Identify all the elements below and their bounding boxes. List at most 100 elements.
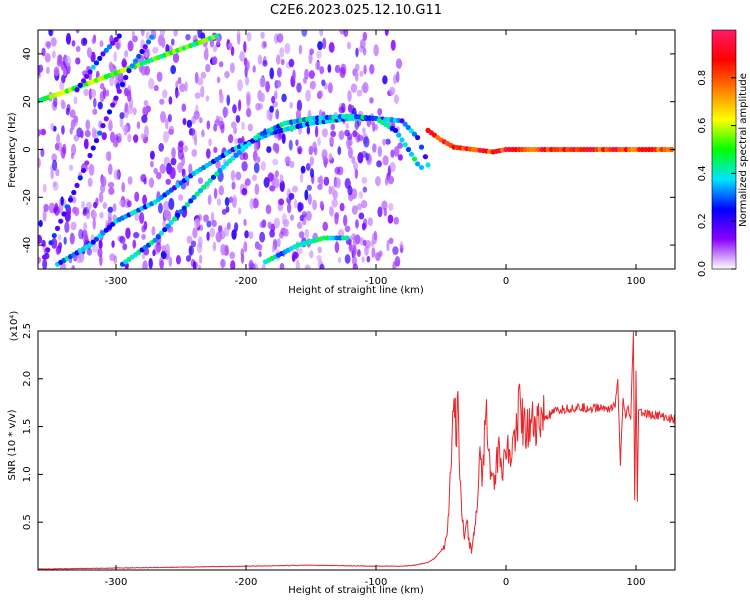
spectrogram-ridge-cell: [405, 124, 411, 131]
spectrogram-ridge-cell: [188, 198, 194, 204]
spectrogram-noise-cell: [330, 123, 336, 131]
spectrogram-noise-cell: [334, 64, 341, 74]
spectrogram-noise-cell: [377, 107, 383, 116]
spectrogram-noise-cell: [90, 88, 97, 98]
spectrogram-ridge-cell: [116, 88, 122, 94]
spectrogram-noise-cell: [283, 228, 289, 237]
spectrogram-ridge-cell: [204, 181, 210, 187]
spectrogram-ridge-cell: [399, 118, 405, 124]
spectrogram-noise-cell: [241, 187, 248, 196]
spectrogram-noise-cell: [205, 95, 210, 102]
spectrogram-noise-cell: [329, 136, 335, 145]
spectrogram-noise-cell: [348, 146, 353, 159]
spectrogram-noise-cell: [382, 138, 387, 146]
spectrogram-noise-cell: [323, 176, 330, 186]
spectrogram-noise-cell: [121, 57, 127, 68]
spectrogram-noise-cell: [168, 96, 173, 105]
spectrogram-noise-cell: [155, 242, 162, 253]
spectrogram-noise-cell: [136, 121, 141, 130]
spectrogram-noise-cell: [185, 33, 191, 41]
spectrogram-noise-cell: [226, 94, 231, 106]
spectrogram-noise-cell: [228, 134, 234, 144]
spectrogram-noise-cell: [171, 147, 176, 159]
spectrogram-noise-cell: [307, 193, 312, 206]
spectrogram-noise-cell: [87, 177, 93, 187]
spectrogram-noise-cell: [358, 212, 365, 220]
spectrogram-noise-cell: [172, 52, 180, 64]
spectrogram-noise-cell: [388, 237, 394, 245]
spectrogram-noise-cell: [148, 77, 155, 90]
spectrogram-noise-cell: [305, 210, 312, 222]
spectrogram-noise-cell: [150, 30, 156, 36]
spectrogram-noise-cell: [62, 143, 67, 155]
spectrogram-noise-cell: [293, 198, 298, 209]
spectrogram-noise-cell: [243, 41, 247, 53]
spectrogram-noise-cell: [362, 239, 367, 247]
spectrogram-noise-cell: [84, 235, 89, 244]
spectrogram-ridge-cell: [411, 131, 418, 137]
spectrogram-noise-cell: [220, 124, 225, 134]
spectrogram-noise-cell: [269, 67, 275, 80]
spectrogram-noise-cell: [92, 218, 96, 230]
spectrogram-noise-cell: [339, 202, 345, 212]
spectrogram-noise-cell: [112, 139, 119, 148]
spectrogram-noise-cell: [361, 222, 366, 231]
spectrogram-ridge-cell: [33, 99, 38, 104]
spectrogram-noise-cell: [127, 40, 134, 52]
spectrogram-noise-cell: [121, 181, 126, 193]
spectrogram-noise-cell: [374, 175, 381, 187]
spectrogram-noise-cell: [46, 66, 50, 75]
spectrogram-ridge-cell: [54, 225, 61, 231]
spectrogram-noise-cell: [252, 151, 259, 163]
spectrogram-noise-cell: [337, 146, 342, 156]
spectrogram-noise-cell: [156, 71, 163, 82]
snr-plot-area: [38, 331, 675, 570]
spectrogram-noise-cell: [162, 89, 168, 99]
spectrogram-ridge-cell: [220, 164, 226, 170]
spectrogram-noise-cell: [53, 95, 58, 108]
spectrogram-noise-cell: [397, 154, 403, 161]
spectrogram-noise-cell: [387, 175, 395, 185]
spectrogram-noise-cell: [350, 83, 358, 93]
spectrogram-noise-cell: [314, 61, 321, 71]
spectrogram-noise-cell: [201, 129, 205, 138]
spectrogram-noise-cell: [361, 84, 367, 93]
spectrogram-noise-cell: [140, 30, 145, 37]
spectrogram-noise-cell: [295, 259, 300, 269]
spectrogram-noise-cell: [38, 157, 41, 169]
spectrogram-noise-cell: [243, 218, 247, 227]
spectrogram-noise-cell: [319, 30, 324, 37]
spectrogram-noise-cell: [126, 200, 132, 208]
spectrogram-noise-cell: [298, 44, 303, 55]
spectrogram-noise-cell: [359, 70, 364, 77]
spectrogram-noise-cell: [41, 239, 46, 247]
spectrogram-noise-cell: [357, 249, 361, 257]
spectrogram-noise-cell: [259, 221, 265, 228]
spectrogram-noise-cell: [373, 230, 378, 241]
spectrogram-noise-cell: [252, 65, 256, 73]
spectrogram-noise-cell: [319, 66, 325, 75]
spectrogram-noise-cell: [153, 167, 158, 175]
spectrogram-noise-cell: [275, 108, 280, 120]
spectrogram-noise-cell: [351, 156, 356, 164]
spectrogram-noise-cell: [177, 162, 183, 174]
spectrogram-noise-cell: [65, 33, 72, 45]
spectrogram-noise-cell: [382, 75, 388, 85]
spectrogram-noise-cell: [143, 125, 149, 138]
spectrogram-noise-cell: [279, 180, 285, 192]
spectrogram-noise-cell: [231, 197, 237, 208]
spectrogram-noise-cell: [231, 181, 236, 190]
spectrogram-noise-cell: [347, 132, 353, 140]
spectrogram-noise-cell: [64, 221, 70, 233]
x-tick-label: 0: [503, 577, 509, 588]
spectrogram-noise-cell: [396, 71, 400, 83]
spectrogram-ridge-cell: [136, 53, 142, 59]
spectrogram-ridge-cell: [207, 177, 213, 184]
spectrogram-noise-cell: [265, 204, 272, 215]
spectrogram-noise-cell: [289, 160, 295, 169]
spectrogram-noise-cell: [280, 58, 285, 66]
spectrogram-ridge-cell: [90, 145, 96, 151]
spectrogram-ridge-cell: [425, 162, 431, 168]
spectrogram-ridge-cell: [119, 81, 126, 87]
